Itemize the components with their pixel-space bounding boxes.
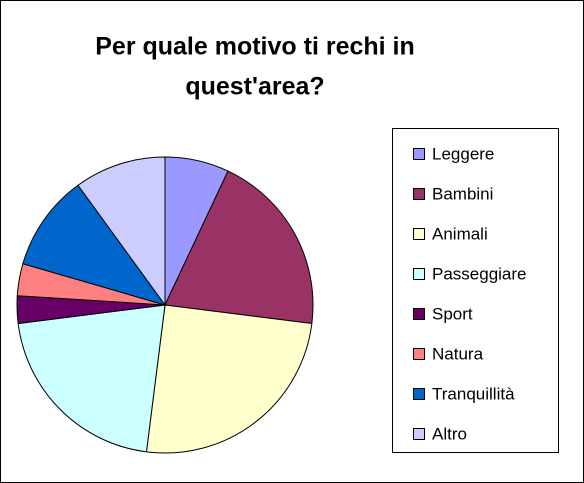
chart-title: Per quale motivo ti rechi in [95,33,415,61]
legend-swatch [413,348,425,360]
legend-swatch [413,228,425,240]
legend-box [392,128,559,453]
legend-swatch [413,188,425,200]
legend-swatch [413,428,425,440]
pie-slice [77,156,166,307]
legend-label: Passeggiare [432,264,527,283]
legend-label: Leggere [432,144,494,163]
legend-label: Bambini [432,184,493,203]
pie-slice [22,184,167,306]
legend-label: Natura [432,344,484,363]
legend-label: Tranquillità [432,384,515,403]
pie-slice [17,304,166,453]
legend-swatch [413,308,425,320]
legend-label: Animali [432,224,488,243]
legend-swatch [413,388,425,400]
legend-label: Altro [432,424,467,443]
legend-swatch [413,148,425,160]
legend-swatch [413,268,425,280]
pie-slice [145,304,313,454]
chart-title: quest'area? [185,73,324,101]
legend-label: Sport [432,304,473,323]
pie-slice [164,170,314,325]
